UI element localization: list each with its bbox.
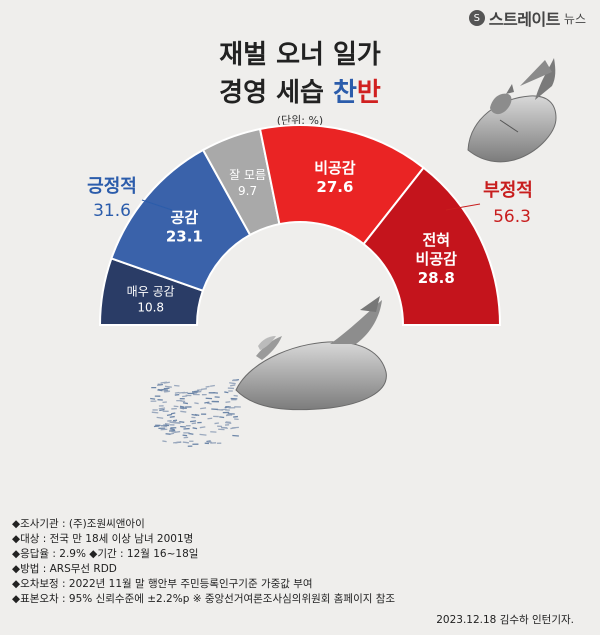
fish-mark [206, 402, 212, 405]
donut-slice-label: 비공감 27.6 [314, 159, 356, 196]
fish-mark [170, 412, 176, 415]
positive-group-label: 긍정적 [87, 176, 137, 197]
negative-group-value: 56.3 [493, 207, 531, 227]
donut-slice-labels: 매우 공감 10.8 공감 23.1 잘 모름 9.7 비공감 27.6 전혀 비공감 28.8 [127, 159, 457, 314]
fish-mark [172, 419, 178, 422]
fish-mark [159, 408, 165, 412]
fish-mark [219, 416, 225, 419]
fish-mark [179, 407, 187, 410]
donut-slice [362, 166, 502, 326]
fish-mark [194, 402, 199, 405]
fish-mark [160, 381, 168, 384]
brand-logo: S 스트레이트 뉴스 [468, 6, 586, 30]
positive-group-value: 31.6 [93, 201, 131, 221]
fish-mark [182, 434, 188, 437]
fish-mark [200, 407, 207, 410]
fish-mark [150, 397, 156, 400]
fish-mark [229, 382, 236, 385]
fish-mark [199, 426, 206, 429]
survey-info-line: ◆표본오차 : 95% 신뢰수준에 ±2.2%p ※ 중앙선거여론조사심의위원회… [12, 593, 396, 605]
fish-mark [156, 416, 164, 419]
fish-mark [161, 425, 168, 428]
whale-illustration-center [235, 296, 387, 411]
survey-info-line: ◆대상 : 전국 만 18세 이상 남녀 2001명 [12, 533, 194, 545]
fish-mark [225, 421, 232, 424]
fish-mark [171, 420, 177, 423]
survey-info-line: ◆응답율 : 2.9% ◆기간 : 12월 16~18일 [12, 548, 199, 560]
brand-logo-sub: 뉴스 [563, 11, 586, 26]
title-line-2: 경영 세습 찬반 [219, 74, 381, 112]
fish-mark [206, 440, 211, 443]
donut-slice-label: 공감 23.1 [166, 209, 203, 246]
fish-mark [191, 413, 198, 417]
fish-mark [179, 405, 185, 408]
fish-mark [199, 433, 207, 436]
fish-mark [161, 388, 169, 391]
group-label-negative: 부정적 56.3 [445, 180, 533, 227]
fish-mark [180, 410, 187, 413]
fish-mark [151, 411, 159, 414]
fish-mark [192, 427, 198, 430]
brand-logo-text: 스트레이트 [488, 10, 561, 29]
fish-mark [179, 420, 185, 423]
fish-mark [169, 429, 176, 432]
fish-mark [178, 391, 186, 394]
fish-mark [182, 441, 189, 444]
survey-info-line: ◆조사기관 : (주)조원씨앤아이 [12, 518, 145, 530]
title-line-1: 재벌 오너 일가 [219, 40, 381, 70]
fish-mark [233, 415, 238, 418]
title-highlight-against: 반 [356, 78, 381, 108]
fish-mark [180, 425, 186, 428]
survey-info-line: ◆방법 : ARS무선 RDD [12, 563, 117, 575]
fish-mark [189, 420, 197, 423]
group-label-positive: 긍정적 31.6 [87, 176, 173, 221]
fish-mark [164, 423, 170, 425]
fish-mark [188, 432, 194, 435]
fish-mark [169, 415, 175, 418]
fish-mark [230, 384, 236, 387]
donut-slice-label: 전혀 비공감 28.8 [416, 231, 458, 287]
fish-mark [207, 417, 213, 420]
chart-title: 재벌 오너 일가 경영 세습 찬반 [0, 36, 600, 112]
fish-school-illustration [150, 378, 241, 447]
fish-mark [182, 402, 189, 405]
fish-mark [153, 425, 160, 428]
donut-slice-label: 잘 모름 9.7 [229, 168, 266, 198]
credit-line: 2023.12.18 김수하 인턴기자. [436, 614, 574, 626]
fish-mark [166, 413, 173, 417]
small-whale-illustration [490, 84, 514, 115]
fish-mark [225, 401, 231, 403]
fish-mark [204, 401, 210, 404]
fish-mark [226, 413, 233, 416]
fish-mark [224, 391, 229, 394]
positive-group-leader [141, 199, 173, 211]
fish-mark [232, 426, 239, 429]
title-highlight-for: 찬 [332, 78, 357, 108]
fish-mark [162, 440, 167, 443]
fish-mark [224, 406, 230, 409]
survey-info: ◆조사기관 : (주)조원씨앤아이 ◆대상 : 전국 만 18세 이상 남녀 2… [12, 517, 395, 607]
brand-logo-icon: S [468, 10, 485, 26]
fish-mark [207, 441, 213, 444]
fish-mark [158, 407, 166, 410]
fish-mark [173, 441, 179, 444]
fish-mark [210, 384, 215, 387]
donut-slices [98, 124, 502, 326]
unit-label: (단위: %) [276, 114, 324, 127]
survey-info-line: ◆오차보정 : 2022년 11월 말 행안부 주민등록인구기준 가중값 부여 [12, 578, 313, 590]
fish-mark [169, 428, 175, 431]
fish-mark [205, 385, 210, 388]
fish-mark [191, 422, 197, 425]
negative-group-leader [445, 203, 481, 211]
negative-group-label: 부정적 [483, 180, 533, 201]
donut-slice-label: 매우 공감 10.8 [127, 284, 175, 314]
whale-illustration-top-right [467, 58, 557, 163]
title-line-2-prefix: 경영 세습 [219, 78, 333, 108]
fish-mark [174, 391, 180, 394]
fish-mark [200, 388, 207, 391]
fish-mark [233, 394, 238, 397]
fish-mark [164, 385, 172, 388]
fish-mark [214, 422, 219, 425]
